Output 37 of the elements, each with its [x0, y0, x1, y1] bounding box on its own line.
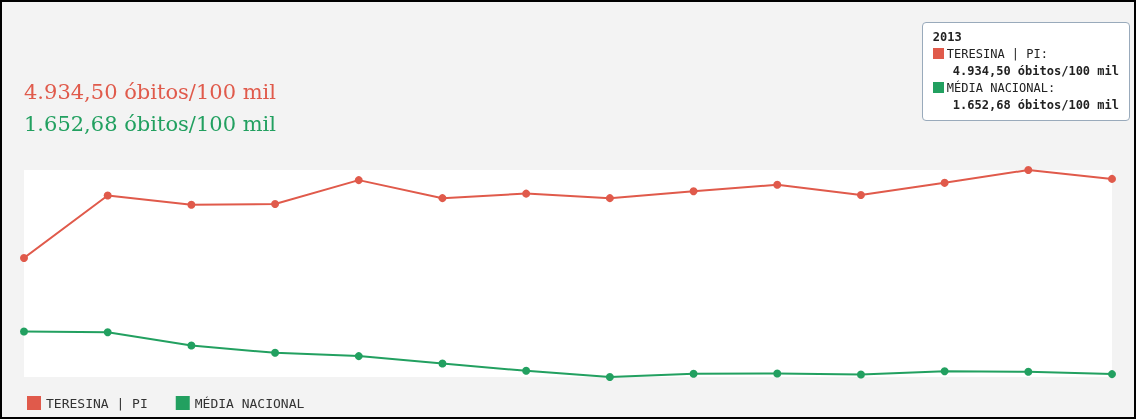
- point: [20, 327, 28, 336]
- text: MÉDIA NACIONAL:: [945, 80, 1057, 97]
- point: [1024, 166, 1033, 174]
- point: [773, 369, 782, 378]
- text: 1.652,68 óbitos/100 mil: [951, 97, 1119, 114]
- point: [103, 191, 112, 200]
- point: [1108, 174, 1116, 183]
- legend-label: MÉDIA NACIONAL: [194, 395, 305, 411]
- point: [354, 352, 363, 361]
- point: [271, 199, 280, 208]
- point: [605, 373, 614, 381]
- point: [605, 194, 614, 203]
- point: [271, 348, 280, 357]
- point: [773, 180, 782, 189]
- point: [103, 328, 112, 337]
- legend-label: TERESINA | PI: [46, 395, 148, 411]
- point: [940, 367, 949, 376]
- point: [354, 176, 363, 185]
- point: [522, 189, 531, 198]
- text: 1.652,68 óbitos/100 mil: [24, 112, 277, 136]
- point: [522, 366, 531, 375]
- text: 4.934,50 óbitos/100 mil: [24, 80, 277, 104]
- text: 4.934,50 óbitos/100 mil: [951, 63, 1119, 80]
- point: [856, 370, 865, 379]
- point: [940, 178, 949, 187]
- point: [20, 253, 28, 262]
- point: [689, 187, 698, 196]
- text: 2013: [932, 29, 963, 46]
- point: [1024, 367, 1033, 376]
- point: [689, 369, 698, 378]
- point: [438, 359, 447, 368]
- point: [856, 191, 865, 200]
- text: TERESINA | PI:: [945, 46, 1049, 63]
- point: [187, 341, 196, 350]
- point: [438, 194, 447, 203]
- point: [1108, 370, 1116, 379]
- point: [187, 200, 196, 209]
